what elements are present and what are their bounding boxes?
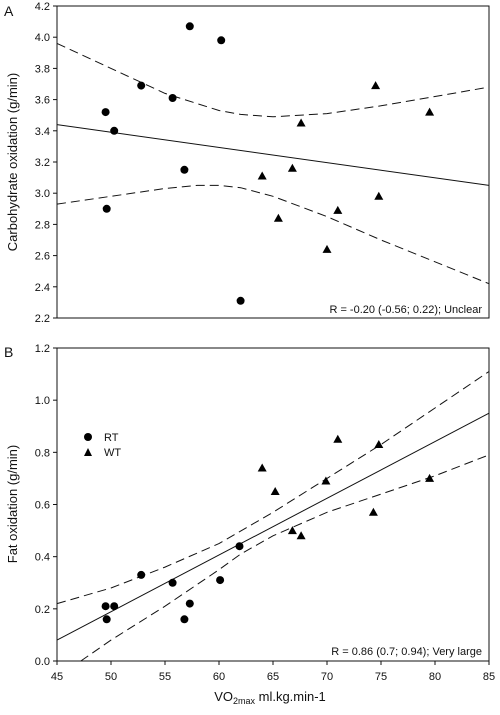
x-tick-label-b: 65 [267, 671, 279, 683]
data-point-triangle-b [425, 473, 435, 482]
ci-upper-line-b [56, 371, 490, 605]
y-tick-label-a: 3.2 [35, 157, 50, 169]
x-tick-label-b: 55 [159, 671, 171, 683]
y-tick-label-b: 1.0 [35, 395, 50, 407]
data-point-circle-a [168, 94, 177, 102]
x-axis-title-unit: ml.kg.min-1 [255, 689, 326, 704]
data-point-circle-a [185, 22, 194, 31]
data-point-circle-b [216, 576, 225, 585]
y-axis-title-a: Carbohydrate oxidation (g/min) [5, 73, 20, 251]
data-point-triangle-a [322, 244, 332, 253]
data-point-triangle-b [333, 434, 343, 443]
ci-lower-line-b [80, 454, 490, 662]
data-point-triangle-a [296, 118, 306, 127]
y-tick-label-b: 0.4 [35, 552, 50, 564]
data-point-circle-b [110, 602, 119, 611]
legend-label-wt: WT [104, 447, 121, 459]
y-tick-label-b: 0.0 [35, 656, 50, 668]
y-tick-label-a: 2.6 [35, 251, 50, 263]
data-point-circle-a [101, 108, 110, 117]
y-tick-label-a: 3.0 [35, 188, 50, 200]
legend-marker-wt [84, 448, 92, 456]
data-point-triangle-b [374, 440, 384, 448]
regression-line-b [56, 412, 490, 641]
y-tick-label-b: 0.2 [35, 604, 50, 616]
data-point-triangle-a [371, 81, 381, 90]
x-tick-label-b: 70 [321, 671, 333, 683]
data-point-triangle-b [296, 531, 306, 540]
data-point-circle-a [110, 126, 119, 135]
panel-label-b: B [4, 344, 13, 360]
plot-frame-b [56, 347, 490, 662]
panel-b: B Fat oxidation (g/min) R = 0.86 (0.7; 0… [4, 343, 495, 706]
data-point-triangle-a [333, 205, 343, 214]
data-point-circle-a [236, 296, 245, 305]
ci-lower-line-a [56, 184, 490, 285]
legend-marker-rt [84, 433, 92, 441]
y-tick-label-a: 4.0 [35, 32, 50, 44]
x-axis-title-sub: 2max [233, 696, 256, 706]
data-point-circle-a [102, 204, 111, 213]
x-tick-label-b: 50 [105, 671, 117, 683]
data-point-triangle-b [257, 463, 267, 472]
curves-a [56, 42, 490, 285]
data-point-circle-b [102, 615, 111, 624]
data-point-circle-a [217, 36, 226, 45]
curves-b [56, 371, 490, 662]
plot-frame-a [56, 5, 490, 319]
y-tick-label-a: 2.2 [35, 313, 50, 325]
data-point-triangle-a [273, 213, 283, 222]
panel-label-a: A [4, 3, 14, 19]
data-point-circle-b [101, 602, 110, 611]
legend-label-rt: RT [104, 432, 119, 444]
data-point-triangle-b [321, 476, 331, 485]
correlation-annotation-a: R = -0.20 (-0.56; 0.22); Unclear [329, 304, 482, 316]
data-point-triangle-a [425, 107, 435, 116]
data-point-circle-a [137, 81, 146, 90]
y-axis-b: 0.0 0.2 0.4 0.6 0.8 1.0 1.2 [35, 343, 57, 668]
x-tick-label-b: 85 [483, 671, 495, 683]
data-point-circle-a [180, 165, 189, 174]
data-point-triangle-b [287, 526, 297, 535]
x-axis-title-main: VO [214, 689, 233, 704]
y-axis-title-b: Fat oxidation (g/min) [5, 445, 20, 564]
data-point-circle-b [185, 599, 194, 608]
data-point-triangle-b [368, 507, 378, 516]
x-axis-b: 45 50 55 60 65 70 75 80 85 [51, 661, 495, 683]
legend-b: RT WT [84, 432, 121, 459]
panel-a: A Carbohydrate oxidation (g/min) R = -0.… [4, 1, 490, 325]
x-axis-title-b: VO2max ml.kg.min-1 [214, 689, 326, 706]
x-tick-label-b: 80 [429, 671, 441, 683]
y-tick-label-a: 3.6 [35, 95, 50, 107]
data-point-circle-b [180, 615, 189, 624]
data-point-triangle-a [257, 171, 267, 180]
y-tick-label-b: 1.2 [35, 343, 50, 355]
points-a [101, 22, 435, 305]
points-b [101, 434, 435, 624]
data-point-circle-b [137, 570, 146, 579]
data-point-triangle-a [374, 191, 384, 200]
correlation-annotation-b: R = 0.86 (0.7; 0.94); Very large [331, 646, 482, 658]
y-tick-label-b: 0.6 [35, 500, 50, 512]
y-tick-label-a: 2.4 [35, 282, 50, 294]
y-tick-label-a: 2.8 [35, 219, 50, 231]
data-point-triangle-b [270, 487, 280, 495]
y-tick-label-b: 0.8 [35, 447, 50, 459]
y-tick-label-a: 4.2 [35, 1, 50, 13]
x-tick-label-b: 60 [213, 671, 225, 683]
data-point-circle-b [168, 578, 177, 587]
data-point-circle-b [235, 542, 244, 551]
regression-line-a [56, 124, 490, 186]
y-tick-label-a: 3.4 [35, 126, 50, 138]
y-axis-a: 2.2 2.4 2.6 2.8 3.0 3.2 3.4 3.6 3.8 4.0 4.2 [35, 1, 57, 325]
x-tick-label-b: 75 [375, 671, 387, 683]
y-tick-label-a: 3.8 [35, 63, 50, 75]
data-point-triangle-a [287, 163, 297, 172]
ci-upper-line-a [56, 42, 490, 118]
x-tick-label-b: 45 [51, 671, 63, 683]
